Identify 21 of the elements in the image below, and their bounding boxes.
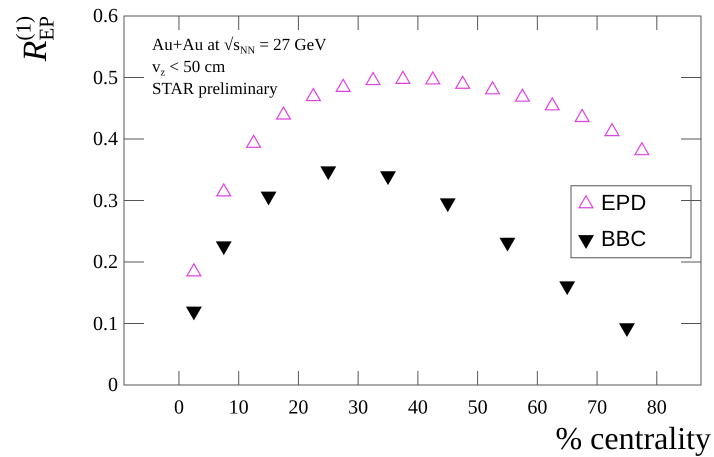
x-tick-label: 30 — [348, 396, 368, 418]
x-tick-label: 80 — [646, 396, 667, 418]
annotation: STAR preliminary — [152, 79, 278, 98]
y-tick-label: 0.1 — [93, 312, 118, 334]
y-tick-label: 0.3 — [93, 190, 118, 212]
legend-label: EPD — [601, 190, 646, 215]
x-tick-label: 60 — [527, 396, 548, 418]
y-tick-label: 0.5 — [93, 66, 118, 88]
y-tick-label: 0.4 — [93, 128, 118, 150]
x-tick-label: 70 — [587, 396, 608, 418]
y-tick-label: 0.2 — [93, 251, 118, 273]
x-tick-label: 40 — [408, 396, 428, 418]
x-axis-title: % centrality — [556, 420, 711, 456]
x-tick-label: 50 — [468, 396, 488, 418]
y-tick-label: 0 — [108, 374, 118, 396]
y-axis-title: REP(1) — [12, 16, 58, 62]
x-tick-label: 20 — [288, 396, 308, 418]
x-tick-label: 10 — [228, 396, 249, 418]
legend-label: BBC — [601, 226, 646, 251]
y-tick-label: 0.6 — [93, 5, 118, 27]
x-tick-label: 0 — [174, 396, 184, 418]
